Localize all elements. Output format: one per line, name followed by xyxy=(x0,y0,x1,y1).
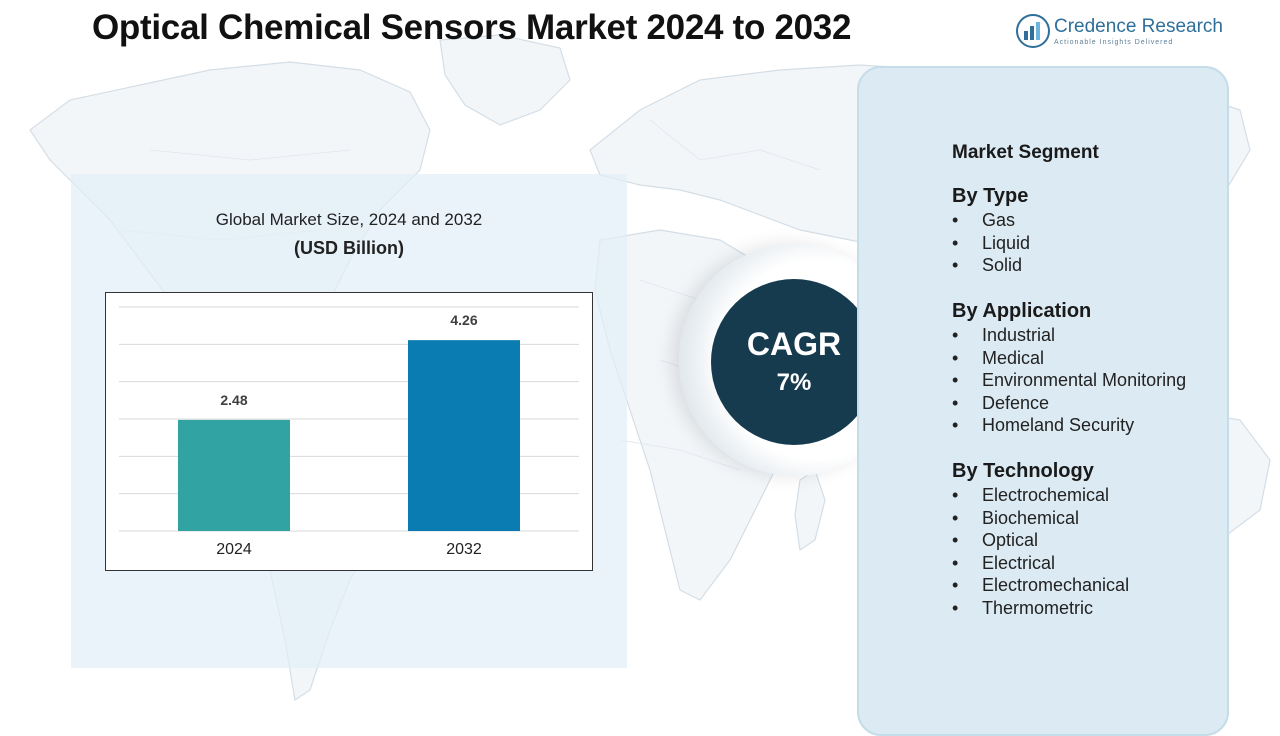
bar-2024 xyxy=(178,419,290,531)
bar-2032 xyxy=(408,340,520,531)
segment-item: • Medical xyxy=(952,347,1045,368)
cagr-value: 7% xyxy=(776,369,812,396)
segment-item: • Homeland Security xyxy=(952,415,1135,436)
logo-bars-icon xyxy=(1016,14,1050,48)
segment-item: • Gas xyxy=(952,210,1016,230)
segment-group-type: By Type • Gas • Liquid • Solid xyxy=(952,184,1030,277)
page-title: Optical Chemical Sensors Market 2024 to … xyxy=(92,8,852,47)
segment-title: Market Segment xyxy=(952,142,1099,163)
segment-item: • Liquid xyxy=(952,232,1031,253)
segment-heading: By Technology xyxy=(952,460,1094,482)
x-tick-2024: 2024 xyxy=(216,541,252,558)
segment-item: • Environmental Monitoring xyxy=(952,370,1187,391)
segment-item: • Solid xyxy=(952,255,1023,276)
bar-chart: 2.48 2024 4.26 2032 xyxy=(105,292,593,571)
segment-item: • Thermometric xyxy=(952,597,1094,618)
credence-logo: Credence Research Actionable Insights De… xyxy=(1016,14,1223,48)
logo-tagline: Actionable Insights Delivered xyxy=(1054,39,1174,46)
segment-group-technology: By Technology • Electrochemical • Biochemi… xyxy=(952,459,1129,620)
segment-heading: By Type xyxy=(952,185,1029,207)
segment-item: • Biochemical xyxy=(952,507,1080,528)
data-label-2032: 4.26 xyxy=(450,312,477,328)
segment-group-application: By Application • Industrial • Medical • Env… xyxy=(952,299,1186,437)
segment-item: • Electrochemical xyxy=(952,485,1110,505)
segment-item: • Electrical xyxy=(952,552,1056,573)
cagr-label: CAGR xyxy=(746,326,842,362)
segment-item: • Defence xyxy=(952,392,1050,413)
chart-unit-label: (USD Billion) xyxy=(294,238,404,258)
segment-item: • Optical xyxy=(952,530,1039,551)
segment-item: • Electromechanical xyxy=(952,575,1130,596)
x-tick-2032: 2032 xyxy=(446,541,482,558)
logo-name: Credence Research xyxy=(1054,16,1223,37)
segment-heading: By Application xyxy=(952,300,1092,322)
cagr-circle: CAGR 7% xyxy=(711,279,877,445)
segment-item: • Industrial xyxy=(952,325,1056,345)
segment-panel xyxy=(857,66,1229,736)
data-label-2024: 2.48 xyxy=(220,392,247,408)
chart-title: Global Market Size, 2024 and 2032 xyxy=(215,210,483,229)
